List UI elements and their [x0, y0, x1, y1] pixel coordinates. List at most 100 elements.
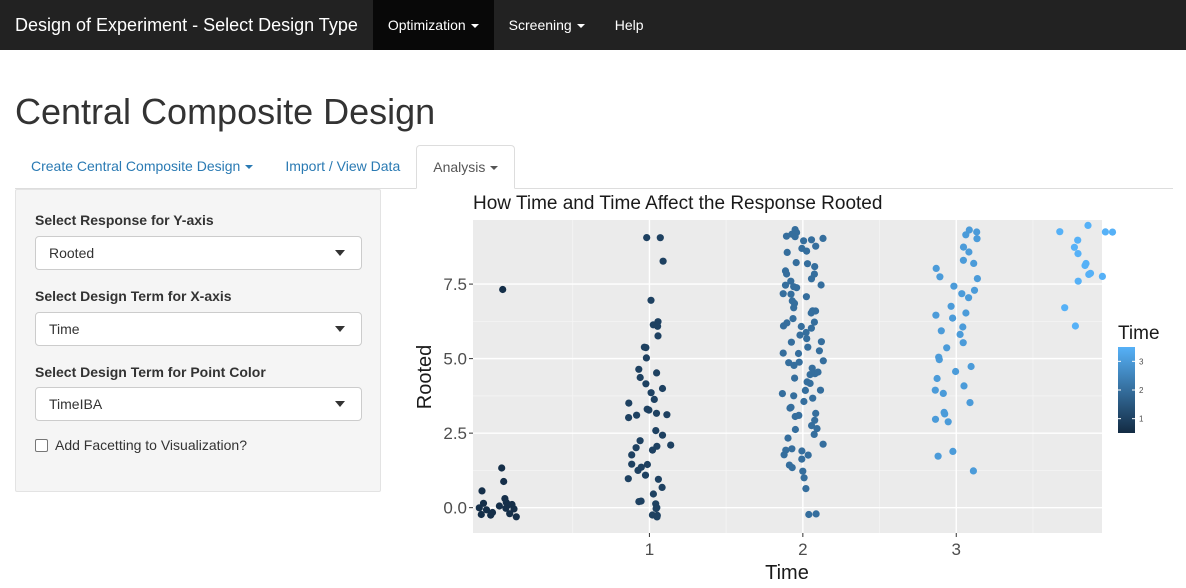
y-axis-select[interactable]: Rooted [35, 236, 362, 270]
data-point [1074, 250, 1082, 258]
data-point [658, 384, 667, 393]
data-point [935, 356, 943, 364]
data-point [949, 447, 957, 455]
data-point [506, 510, 514, 518]
data-point [782, 232, 791, 240]
data-point [941, 410, 949, 418]
x-axis-select[interactable]: Time [35, 312, 362, 346]
data-point [816, 386, 825, 394]
nav-screening-label: Screening [508, 17, 572, 33]
facet-checkbox-row[interactable]: Add Facetting to Visualization? [35, 437, 247, 453]
data-point [779, 322, 788, 330]
nav-optimization-label: Optimization [387, 17, 466, 33]
facet-checkbox-label[interactable]: Add Facetting to Visualization? [55, 437, 247, 453]
nav-screening[interactable]: Screening [494, 0, 600, 50]
caret-down-icon [576, 24, 585, 29]
data-point [959, 243, 968, 251]
nav-help-label: Help [614, 17, 644, 33]
data-point [936, 273, 944, 281]
data-point [654, 475, 662, 483]
dropdown-arrow-icon [335, 401, 345, 407]
data-point [973, 235, 981, 243]
data-point [808, 364, 816, 372]
tab-import-view-data[interactable]: Import / View Data [269, 145, 416, 188]
data-point [790, 392, 798, 400]
data-point [819, 234, 827, 242]
x-tick-label: 1 [645, 540, 654, 559]
nav-optimization[interactable]: Optimization [372, 0, 494, 50]
data-point [800, 237, 808, 245]
data-point [789, 315, 797, 323]
data-point [645, 406, 653, 414]
data-point [641, 471, 650, 479]
data-point [805, 510, 813, 519]
data-point [479, 499, 488, 507]
data-point [478, 487, 486, 495]
tab-create-ccd[interactable]: Create Central Composite Design [15, 145, 269, 188]
data-point [658, 483, 666, 491]
data-point [811, 263, 819, 271]
tab-bar: Create Central Composite Design Import /… [15, 145, 1173, 189]
plot-panel [473, 220, 1102, 533]
data-point [653, 369, 661, 377]
y-tick-label: 7.5 [443, 275, 467, 294]
data-point [795, 411, 803, 419]
tab-analysis-label: Analysis [433, 159, 486, 175]
legend-tick-label: 3 [1139, 357, 1144, 366]
data-point [811, 416, 819, 424]
data-point [807, 275, 816, 283]
data-point [487, 511, 495, 519]
data-point [634, 466, 642, 474]
data-point [628, 451, 636, 459]
data-point [659, 257, 667, 265]
data-point [800, 397, 808, 406]
data-point [802, 328, 810, 337]
point-color-select[interactable]: TimeIBA [35, 387, 362, 421]
data-point [791, 425, 799, 434]
data-point [654, 332, 662, 340]
caret-down-icon [245, 165, 254, 170]
data-point [652, 427, 660, 435]
data-point [1108, 228, 1117, 236]
tab-analysis[interactable]: Analysis [416, 145, 516, 189]
data-point [965, 248, 973, 256]
data-point [632, 444, 640, 452]
data-point [803, 247, 811, 255]
page-title: Central Composite Design [15, 91, 436, 132]
data-point [812, 409, 820, 417]
navbar: Design of Experiment - Select Design Typ… [0, 0, 1186, 50]
data-point [788, 464, 796, 472]
data-point [819, 440, 827, 448]
navbar-brand[interactable]: Design of Experiment - Select Design Typ… [15, 15, 358, 35]
facet-checkbox[interactable] [35, 438, 48, 452]
data-point [809, 394, 817, 402]
data-point [642, 344, 650, 352]
data-point [649, 490, 657, 498]
data-point [952, 367, 960, 376]
data-point [973, 275, 982, 283]
scatter-chart: How Time and Time Affect the Response Ro… [414, 193, 1160, 584]
data-point [812, 510, 820, 518]
data-point [785, 359, 793, 367]
data-point [1086, 269, 1095, 277]
data-point [959, 339, 967, 347]
data-point [1101, 228, 1109, 236]
data-point [943, 344, 951, 352]
legend-tick-label: 1 [1139, 415, 1144, 424]
data-point [962, 231, 970, 239]
data-point [790, 361, 798, 369]
data-point [643, 234, 651, 242]
data-point [643, 460, 651, 469]
data-point [812, 307, 820, 315]
data-point [636, 373, 644, 382]
data-point [807, 324, 815, 332]
data-point [802, 293, 810, 301]
data-point [798, 455, 806, 463]
data-point [635, 365, 643, 373]
data-point [1074, 236, 1082, 244]
data-point [791, 374, 799, 382]
nav-help[interactable]: Help [600, 0, 659, 50]
data-point [642, 354, 650, 362]
data-point [970, 286, 979, 294]
x-axis-ticks: 1 2 3 [645, 533, 961, 559]
